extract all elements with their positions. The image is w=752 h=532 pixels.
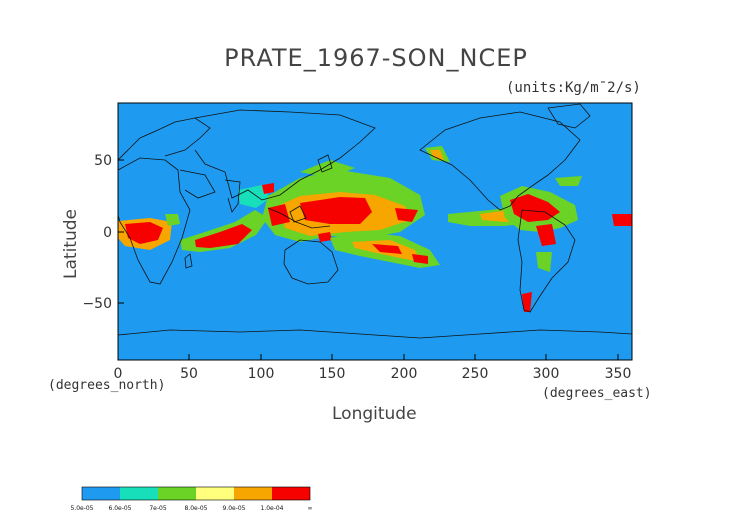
map-title: PRATE_1967-SON_NCEP: [224, 44, 528, 72]
x-tick-label: 250: [462, 366, 489, 382]
x-tick-label: 50: [180, 366, 198, 382]
y-unit-note: (degrees_north): [48, 378, 166, 393]
precip-patch: [372, 244, 402, 254]
x-unit-note: (degrees_east): [542, 386, 652, 401]
legend-label: 6.0e-05: [108, 505, 131, 512]
precip-patch: [300, 197, 372, 224]
legend-label: 8.0e-05: [184, 505, 207, 512]
x-tick-label: 150: [319, 366, 346, 382]
precip-patch: [536, 224, 556, 246]
x-tick-label: 100: [248, 366, 275, 382]
coastline-africa: [118, 157, 191, 285]
x-tick-label: 0: [114, 366, 123, 382]
units-label: (units:Kg/m¯2/s): [506, 80, 641, 96]
precip-patch: [412, 254, 428, 264]
coastlines: [118, 103, 632, 339]
legend-label: 5.0e-05: [70, 505, 93, 512]
legend-label: 9.0e-05: [222, 505, 245, 512]
precip-patch: [165, 214, 180, 226]
x-tick-label: 350: [605, 366, 632, 382]
coastline-arabia: [179, 169, 216, 199]
x-tick-label: 200: [391, 366, 418, 382]
y-axis-label: Latitude: [60, 209, 81, 279]
coastline-borneo: [289, 205, 307, 223]
legend-frame: [81, 486, 311, 501]
color-legend: [81, 486, 311, 501]
precip-patch: [522, 292, 532, 312]
precip-patch: [125, 222, 163, 244]
legend-swatch: [120, 487, 158, 500]
precip-patch: [195, 224, 252, 248]
coastline-india: [224, 179, 241, 213]
coastline-antarctica: [118, 329, 632, 339]
legend-swatch: [158, 487, 196, 500]
y-tick-label: −50: [82, 296, 112, 312]
precip-patch: [536, 252, 552, 272]
coastline-madagascar: [184, 253, 193, 269]
coastline-asia: [194, 109, 376, 201]
coastline-indonesia: [267, 207, 331, 229]
tick-marks: [117, 159, 619, 360]
precip-patch: [318, 232, 332, 242]
coastline-japan: [317, 154, 333, 173]
x-tick-label: 300: [533, 366, 560, 382]
x-axis-label: Longitude: [332, 404, 417, 424]
legend-label: 1.0e-04: [260, 505, 283, 512]
precip-patch: [395, 208, 418, 222]
y-tick-label: 0: [103, 225, 112, 241]
precip-patch: [612, 214, 632, 226]
precip-patch: [430, 150, 444, 160]
y-tick-label: 50: [94, 153, 112, 169]
coastline-north-america: [419, 111, 581, 211]
precip-patch: [268, 204, 290, 226]
coastline-australia: [283, 239, 339, 285]
coastline-greenland: [547, 103, 591, 129]
legend-swatch: [234, 487, 272, 500]
legend-label: 7e-05: [149, 505, 166, 512]
precip-patches: [118, 146, 632, 312]
coastline-south-america: [517, 209, 576, 313]
legend-swatch: [196, 487, 234, 500]
legend-swatch: [82, 487, 120, 500]
legend-label: ∞: [308, 505, 313, 512]
precip-patch: [262, 183, 274, 194]
precip-patch: [510, 194, 560, 222]
precip-patch: [555, 176, 582, 186]
legend-swatch: [272, 487, 310, 500]
coastline-europe: [118, 117, 211, 161]
